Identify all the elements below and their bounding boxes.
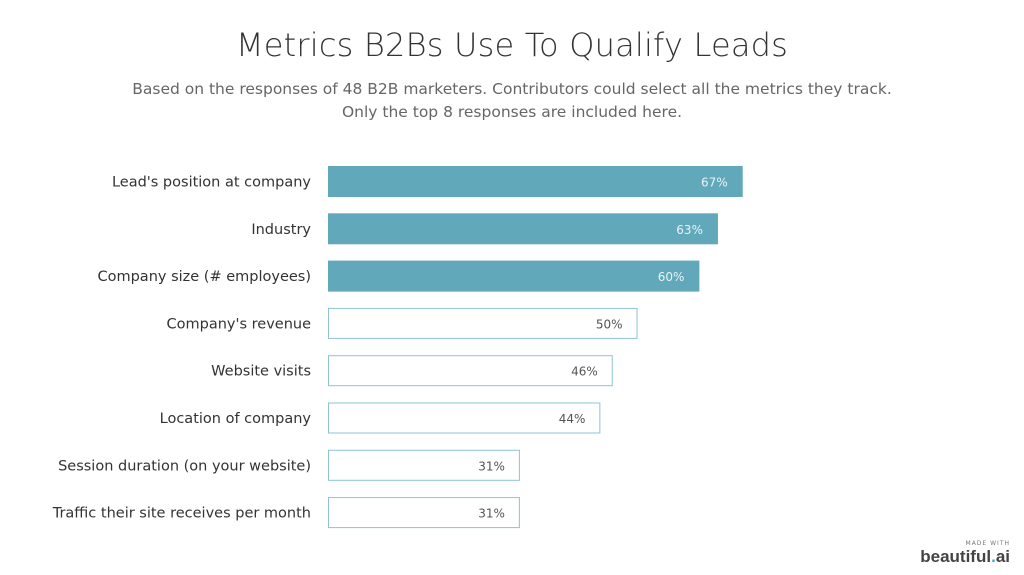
category-label: Website visits — [211, 364, 311, 380]
data-label: 67% — [701, 176, 728, 190]
made-with-text: MADE WITH — [965, 540, 1010, 547]
data-label: 60% — [658, 270, 685, 284]
data-label: 31% — [478, 459, 505, 473]
brand-name: beautiful.ai — [920, 547, 1010, 566]
subtitle-line: Only the top 8 responses are included he… — [341, 103, 683, 121]
category-label: Traffic their site receives per month — [52, 506, 311, 522]
bar — [328, 355, 613, 387]
bar — [328, 449, 520, 481]
data-label: 46% — [571, 365, 598, 379]
bar — [328, 307, 638, 339]
bar — [328, 213, 718, 245]
category-label: Industry — [251, 222, 311, 238]
data-label: 31% — [478, 507, 505, 521]
bar — [328, 497, 520, 529]
category-label: Location of company — [160, 411, 312, 427]
chart-title: Metrics B2Bs Use To Qualify Leads — [235, 26, 789, 64]
made-with-logo: MADE WITH beautiful.ai — [920, 540, 1010, 567]
chart-subtitle: Based on the responses of 48 B2B markete… — [0, 78, 1024, 124]
category-label: Company size (# employees) — [97, 269, 311, 285]
data-label: 50% — [596, 317, 623, 331]
bar — [328, 166, 743, 197]
subtitle-line: Based on the responses of 48 B2B markete… — [132, 80, 892, 98]
data-label: 63% — [676, 223, 703, 237]
category-label: Lead's position at company — [112, 175, 311, 191]
bar — [328, 402, 601, 434]
category-label: Company's revenue — [167, 316, 312, 332]
data-label: 44% — [559, 412, 586, 426]
bar — [328, 260, 700, 292]
category-label: Session duration (on your website) — [58, 458, 311, 474]
